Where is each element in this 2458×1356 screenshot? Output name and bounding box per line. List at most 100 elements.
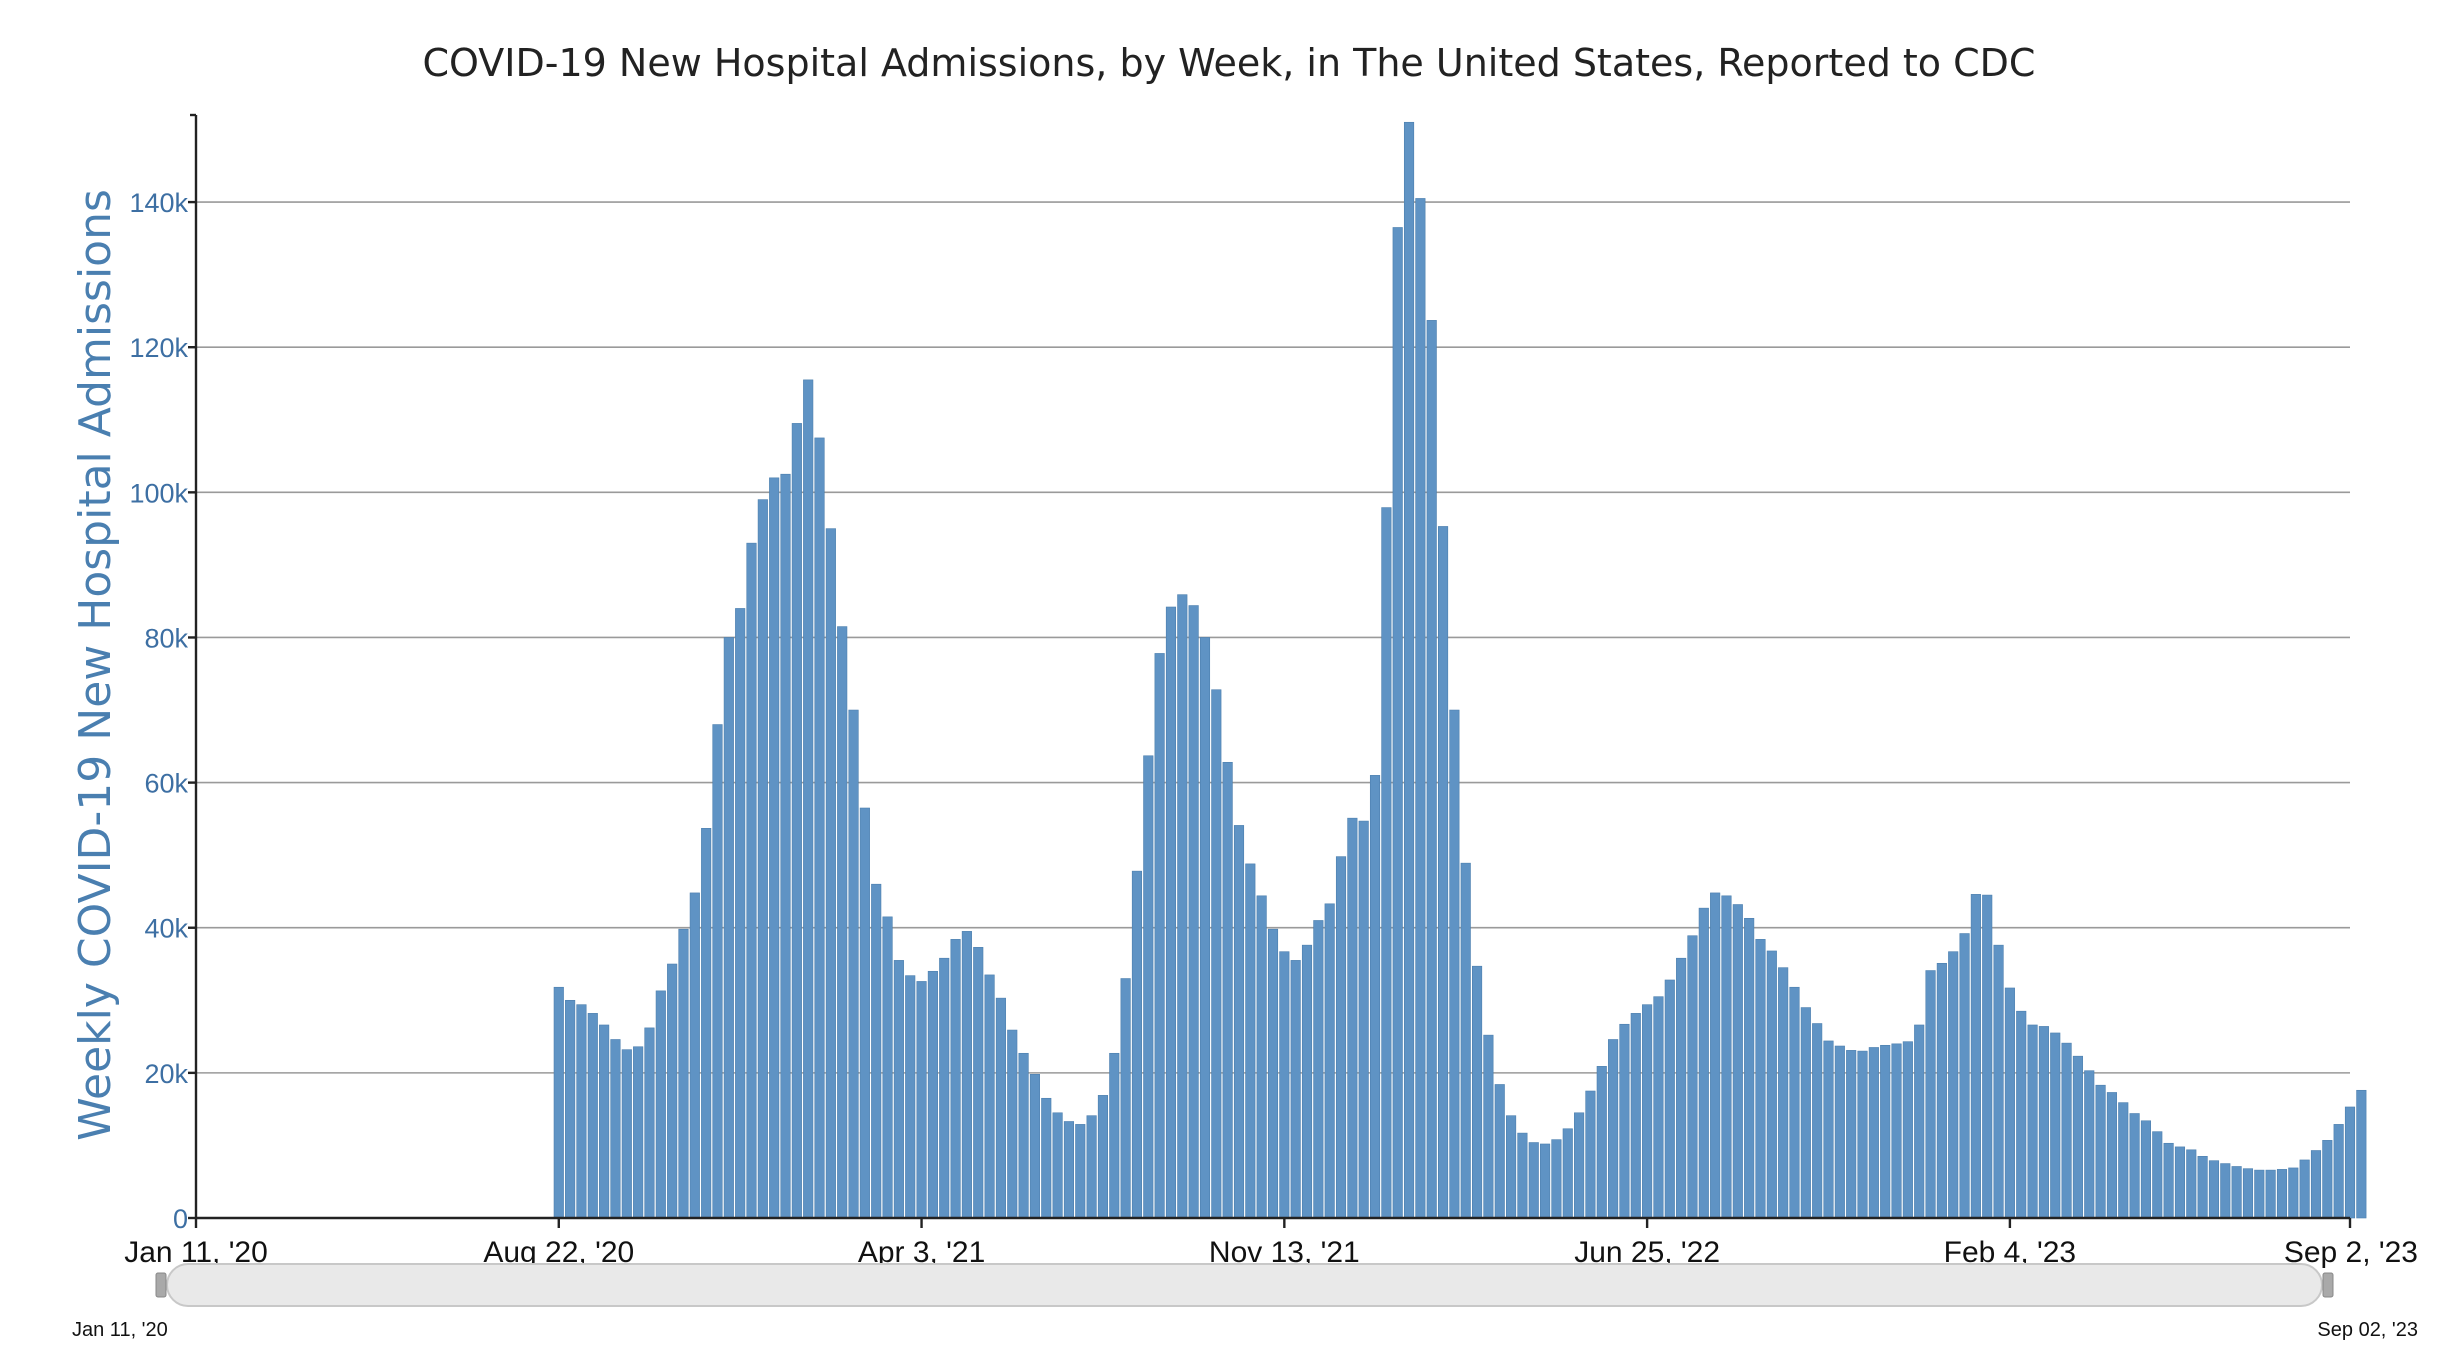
bar[interactable]: [1324, 903, 1335, 1219]
bar[interactable]: [701, 828, 712, 1219]
bar[interactable]: [712, 724, 723, 1219]
bar[interactable]: [2140, 1120, 2151, 1219]
bar[interactable]: [1403, 121, 1415, 1219]
bar[interactable]: [1936, 962, 1947, 1219]
bar[interactable]: [837, 626, 848, 1219]
bar[interactable]: [2004, 987, 2015, 1219]
bar[interactable]: [1165, 606, 1177, 1219]
bar[interactable]: [1993, 944, 2004, 1219]
bar[interactable]: [769, 477, 780, 1219]
bar[interactable]: [1619, 1023, 1630, 1219]
bar[interactable]: [893, 960, 904, 1219]
bar[interactable]: [2322, 1140, 2333, 1219]
bar[interactable]: [1415, 198, 1426, 1219]
bar[interactable]: [1460, 862, 1471, 1219]
bar[interactable]: [961, 931, 972, 1219]
bar[interactable]: [2072, 1055, 2083, 1219]
bar[interactable]: [1721, 895, 1732, 1219]
bar[interactable]: [1177, 594, 1188, 1219]
bar[interactable]: [1925, 970, 1936, 1219]
bar[interactable]: [803, 379, 814, 1219]
range-slider-right-handle[interactable]: [2322, 1272, 2334, 1298]
bar[interactable]: [905, 975, 916, 1219]
bar[interactable]: [825, 528, 836, 1219]
bar[interactable]: [1755, 939, 1766, 1219]
bar[interactable]: [1959, 933, 1970, 1219]
bar[interactable]: [1188, 605, 1199, 1219]
bar[interactable]: [1018, 1052, 1029, 1219]
bar[interactable]: [1653, 996, 1664, 1219]
bar[interactable]: [655, 990, 666, 1219]
bar[interactable]: [1494, 1084, 1505, 1219]
bar[interactable]: [984, 974, 995, 1219]
bar[interactable]: [2038, 1026, 2049, 1219]
bar-series[interactable]: [553, 121, 2367, 1219]
bar[interactable]: [1891, 1043, 1902, 1219]
bar[interactable]: [610, 1039, 621, 1219]
bar[interactable]: [576, 1004, 587, 1219]
bar[interactable]: [1517, 1132, 1528, 1219]
bar[interactable]: [848, 709, 859, 1219]
bar[interactable]: [1131, 870, 1143, 1219]
bar[interactable]: [1313, 920, 1324, 1219]
bar[interactable]: [1472, 965, 1483, 1219]
bar[interactable]: [1562, 1128, 1573, 1219]
bar[interactable]: [1392, 227, 1403, 1219]
bar[interactable]: [927, 970, 938, 1219]
range-slider-track[interactable]: [166, 1263, 2323, 1307]
bar[interactable]: [1902, 1041, 1913, 1219]
bar[interactable]: [1029, 1074, 1040, 1219]
bar[interactable]: [1540, 1143, 1551, 1219]
bar[interactable]: [1585, 1090, 1596, 1219]
bar[interactable]: [1279, 951, 1290, 1219]
bar[interactable]: [791, 423, 802, 1219]
bar[interactable]: [1812, 1023, 1823, 1219]
bar[interactable]: [2333, 1124, 2344, 1219]
bar[interactable]: [565, 999, 576, 1219]
bar[interactable]: [1097, 1095, 1109, 1219]
bar[interactable]: [1301, 944, 1313, 1219]
bar[interactable]: [2220, 1163, 2231, 1219]
bar[interactable]: [2174, 1146, 2186, 1219]
bar[interactable]: [871, 883, 882, 1219]
bar[interactable]: [1698, 907, 1709, 1219]
bar[interactable]: [780, 473, 791, 1219]
bar[interactable]: [2095, 1084, 2106, 1219]
bar[interactable]: [1551, 1139, 1562, 1219]
bar[interactable]: [2106, 1092, 2117, 1219]
bar[interactable]: [1483, 1034, 1494, 1219]
bar[interactable]: [2231, 1166, 2242, 1219]
bar[interactable]: [1528, 1142, 1539, 1219]
range-slider-left-handle[interactable]: [155, 1272, 167, 1298]
bar[interactable]: [667, 963, 678, 1219]
bar[interactable]: [1630, 1013, 1641, 1219]
bar[interactable]: [2152, 1131, 2163, 1219]
bar[interactable]: [1199, 637, 1211, 1219]
bar[interactable]: [1120, 978, 1131, 1219]
bar[interactable]: [678, 928, 689, 1219]
bar[interactable]: [2050, 1032, 2061, 1219]
bar[interactable]: [2129, 1113, 2140, 1219]
bar[interactable]: [2276, 1169, 2288, 1219]
bar[interactable]: [1778, 967, 1789, 1219]
bar[interactable]: [1041, 1097, 1052, 1219]
bar[interactable]: [2027, 1024, 2038, 1219]
bar[interactable]: [2016, 1010, 2027, 1219]
bar[interactable]: [1369, 775, 1381, 1219]
bar[interactable]: [814, 437, 825, 1219]
bar[interactable]: [1664, 979, 1675, 1219]
bar[interactable]: [1642, 1004, 1653, 1219]
bar[interactable]: [1290, 960, 1301, 1219]
bar[interactable]: [1052, 1112, 1063, 1219]
bar[interactable]: [735, 608, 746, 1219]
bar[interactable]: [995, 997, 1006, 1219]
bar[interactable]: [1608, 1039, 1619, 1219]
bar[interactable]: [1834, 1045, 1845, 1219]
bar[interactable]: [1948, 951, 1959, 1219]
bar[interactable]: [1143, 755, 1154, 1219]
bar[interactable]: [2163, 1142, 2174, 1219]
bar[interactable]: [1687, 935, 1698, 1219]
bar[interactable]: [621, 1049, 632, 1219]
bar[interactable]: [1086, 1115, 1097, 1219]
bar[interactable]: [723, 637, 734, 1219]
